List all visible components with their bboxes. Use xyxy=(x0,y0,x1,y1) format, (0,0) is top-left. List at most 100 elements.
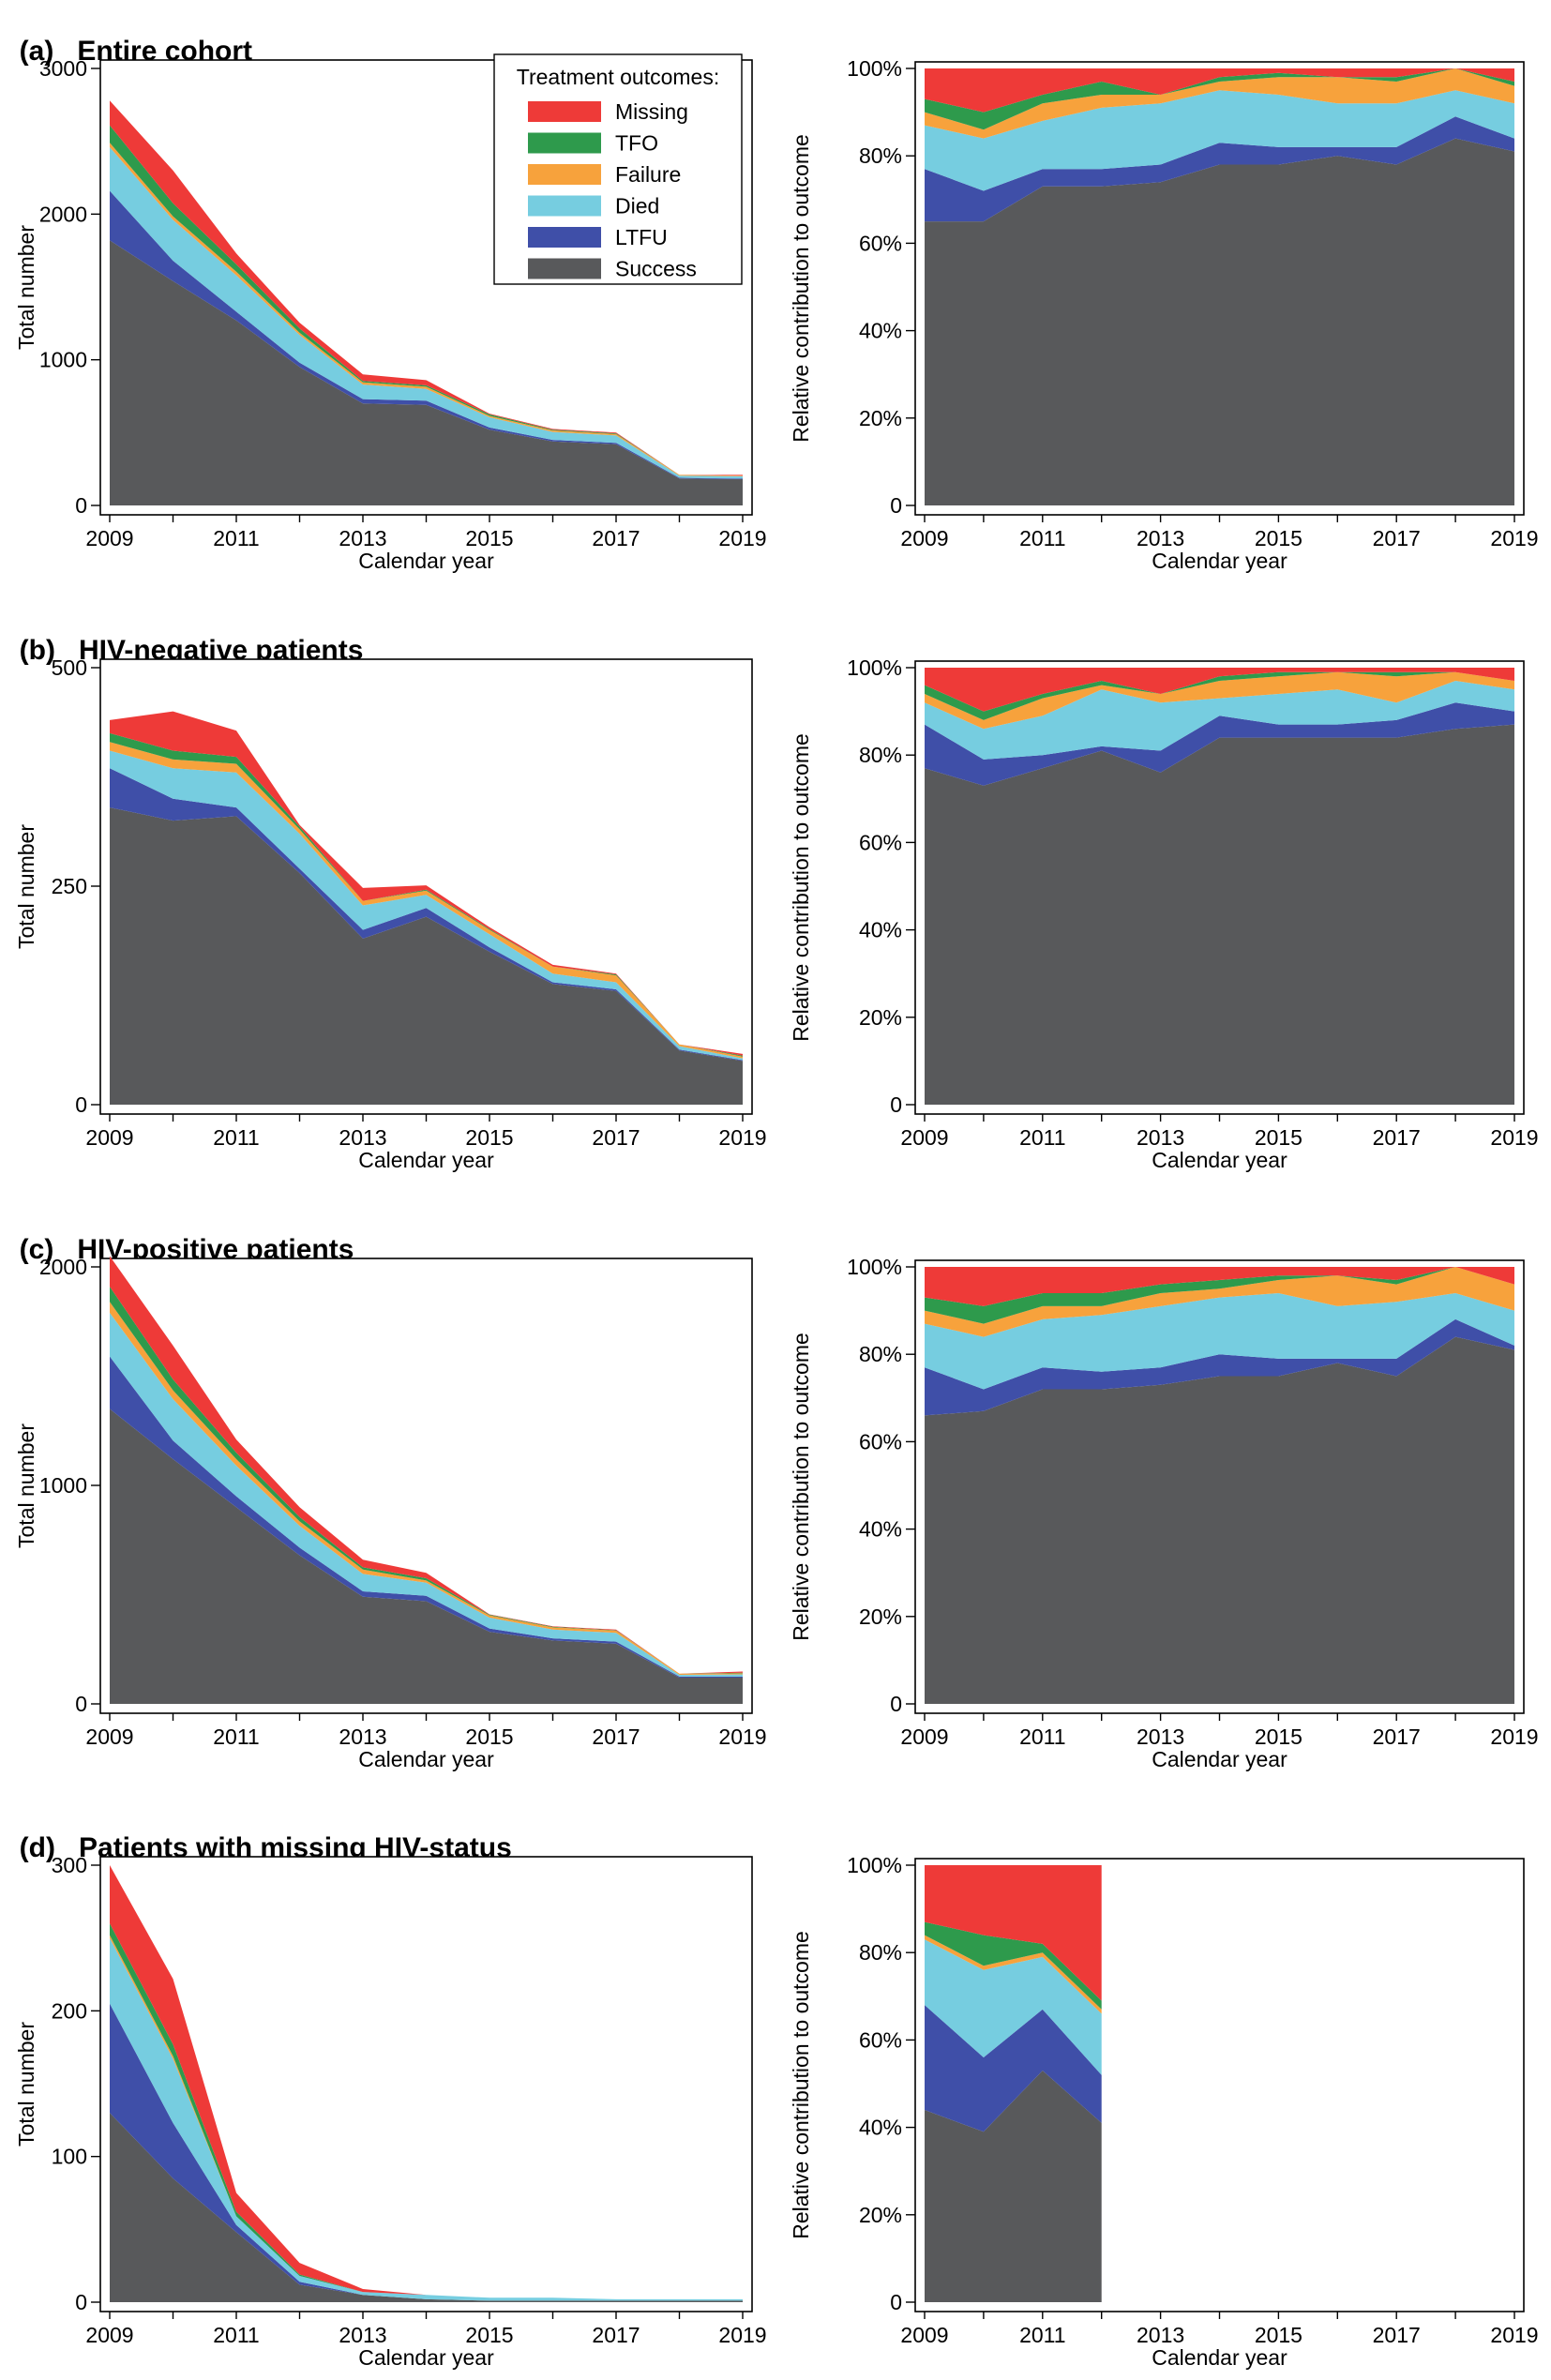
y-tick-label: 300 xyxy=(52,1853,87,1877)
x-axis-title: Calendar year xyxy=(1152,1747,1287,1771)
chart-a-right: 0 20% 40% 60% 80% 100% 2009 2011 2013 2015 2017 201… xyxy=(789,56,1539,573)
area-tfo xyxy=(925,1921,1102,2010)
x-axis-title: Calendar year xyxy=(1152,2345,1287,2370)
x-tick-label: 2015 xyxy=(465,2323,513,2347)
y-tick-label: 80% xyxy=(859,1342,902,1366)
legend-swatch-failure xyxy=(528,164,601,185)
x-tick-label: 2009 xyxy=(85,2323,133,2347)
chart-b-right: 0 20% 40% 60% 80% 100% 2009 2011 2013 2015 2017 201… xyxy=(789,655,1539,1172)
area-missing xyxy=(925,68,1514,113)
area-died xyxy=(110,1312,743,1677)
x-tick-label: 2015 xyxy=(465,1125,513,1150)
area-died xyxy=(110,750,743,1061)
x-tick-label: 2017 xyxy=(1373,1725,1421,1749)
panel-d-letter: (d) xyxy=(19,1832,55,1863)
panel-c-letter: (c) xyxy=(19,1234,54,1265)
y-tick-label: 0 xyxy=(75,1092,87,1117)
y-tick-label: 0 xyxy=(75,493,87,518)
chart-c-left: 0 1000 2000 2009 2011 2013 2015 2017 2019 Calenda… xyxy=(14,1255,767,1771)
y-tick-label: 100% xyxy=(847,1255,902,1279)
y-tick-label: 100% xyxy=(847,1853,902,1877)
x-tick-label: 2013 xyxy=(1137,2323,1184,2347)
y-axis-title: Total number xyxy=(14,225,38,350)
area-success xyxy=(925,138,1514,505)
x-tick-label: 2017 xyxy=(1373,2323,1421,2347)
x-tick-label: 2017 xyxy=(592,2323,640,2347)
y-tick-label: 100% xyxy=(847,56,902,81)
x-tick-label: 2011 xyxy=(1019,2323,1065,2347)
y-tick-label: 80% xyxy=(859,743,902,767)
x-tick-label: 2011 xyxy=(213,526,259,550)
area-success xyxy=(110,807,743,1105)
x-tick-label: 2009 xyxy=(85,1125,133,1150)
x-tick-label: 2015 xyxy=(1255,1125,1303,1150)
y-tick-label: 80% xyxy=(859,1940,902,1965)
chart-c-right: 0 20% 40% 60% 80% 100% 2009 2011 2013 2015 2017 201… xyxy=(789,1255,1539,1771)
y-tick-label: 40% xyxy=(859,2116,902,2140)
x-tick-label: 2017 xyxy=(592,1725,640,1749)
x-tick-label: 2009 xyxy=(900,1725,948,1749)
area-missing xyxy=(110,711,743,1056)
y-tick-label: 40% xyxy=(859,918,902,942)
y-axis-title: Relative contribution to outcome xyxy=(789,134,813,443)
y-tick-label: 60% xyxy=(859,2027,902,2052)
y-tick-label: 0 xyxy=(75,2290,87,2314)
y-tick-label: 100 xyxy=(52,2145,87,2169)
x-tick-label: 2019 xyxy=(1490,1125,1538,1150)
legend: Treatment outcomes: Missing TFO Failure Died… xyxy=(493,53,743,285)
y-tick-label: 1000 xyxy=(39,348,87,372)
area-tfo xyxy=(925,671,1514,720)
x-tick-label: 2011 xyxy=(1019,526,1065,550)
x-tick-label: 2009 xyxy=(85,1725,133,1749)
area-tfo xyxy=(925,68,1514,130)
x-tick-label: 2017 xyxy=(592,526,640,550)
legend-label-success: Success xyxy=(615,257,697,281)
chart-b-left: 0 250 500 2009 2011 2013 2015 2017 2019 Calendar … xyxy=(14,655,767,1172)
x-axis-title: Calendar year xyxy=(358,1148,494,1172)
y-axis-title: Total number xyxy=(14,824,38,949)
y-tick-label: 250 xyxy=(52,874,87,898)
x-tick-label: 2015 xyxy=(1255,526,1303,550)
x-tick-label: 2011 xyxy=(213,1725,259,1749)
x-axis-title: Calendar year xyxy=(1152,549,1287,573)
y-tick-label: 20% xyxy=(859,1604,902,1629)
x-tick-label: 2013 xyxy=(339,526,386,550)
y-tick-label: 2000 xyxy=(39,1255,87,1279)
panel-b-letter: (b) xyxy=(19,635,55,666)
y-tick-label: 500 xyxy=(52,655,87,680)
area-missing xyxy=(925,668,1514,712)
y-tick-label: 2000 xyxy=(39,202,87,226)
y-axis-title: Relative contribution to outcome xyxy=(789,1931,813,2239)
x-tick-label: 2009 xyxy=(85,526,133,550)
legend-swatch-ltfu xyxy=(528,227,601,248)
x-axis-title: Calendar year xyxy=(1152,1148,1287,1172)
x-tick-label: 2017 xyxy=(1373,526,1421,550)
y-axis-title: Relative contribution to outcome xyxy=(789,733,813,1042)
x-tick-label: 2009 xyxy=(900,1125,948,1150)
chart-d-right: 0 20% 40% 60% 80% 100% 2009 2011 2013 2015 2017 201… xyxy=(789,1853,1539,2370)
area-tfo xyxy=(925,1267,1514,1324)
x-tick-label: 2013 xyxy=(339,1125,386,1150)
area-ltfu xyxy=(925,1318,1514,1416)
area-success xyxy=(110,1408,743,1704)
y-tick-label: 0 xyxy=(890,1092,902,1117)
x-tick-label: 2011 xyxy=(213,1125,259,1150)
x-tick-label: 2013 xyxy=(339,2323,386,2347)
y-tick-label: 60% xyxy=(859,1429,902,1454)
x-tick-label: 2013 xyxy=(339,1725,386,1749)
y-tick-label: 200 xyxy=(52,1998,87,2023)
area-died xyxy=(925,90,1514,191)
y-tick-label: 0 xyxy=(890,2290,902,2314)
area-missing xyxy=(925,1865,1102,2001)
area-failure xyxy=(925,68,1514,139)
legend-title: Treatment outcomes: xyxy=(517,65,719,89)
area-failure xyxy=(925,1267,1514,1337)
y-tick-label: 100% xyxy=(847,655,902,680)
legend-label-missing: Missing xyxy=(615,99,688,124)
y-tick-label: 20% xyxy=(859,1005,902,1030)
area-success xyxy=(110,240,743,505)
panel-a-letter: (a) xyxy=(19,36,54,67)
y-tick-label: 40% xyxy=(859,1517,902,1542)
legend-swatch-missing xyxy=(528,101,601,122)
legend-swatch-tfo xyxy=(528,132,601,154)
